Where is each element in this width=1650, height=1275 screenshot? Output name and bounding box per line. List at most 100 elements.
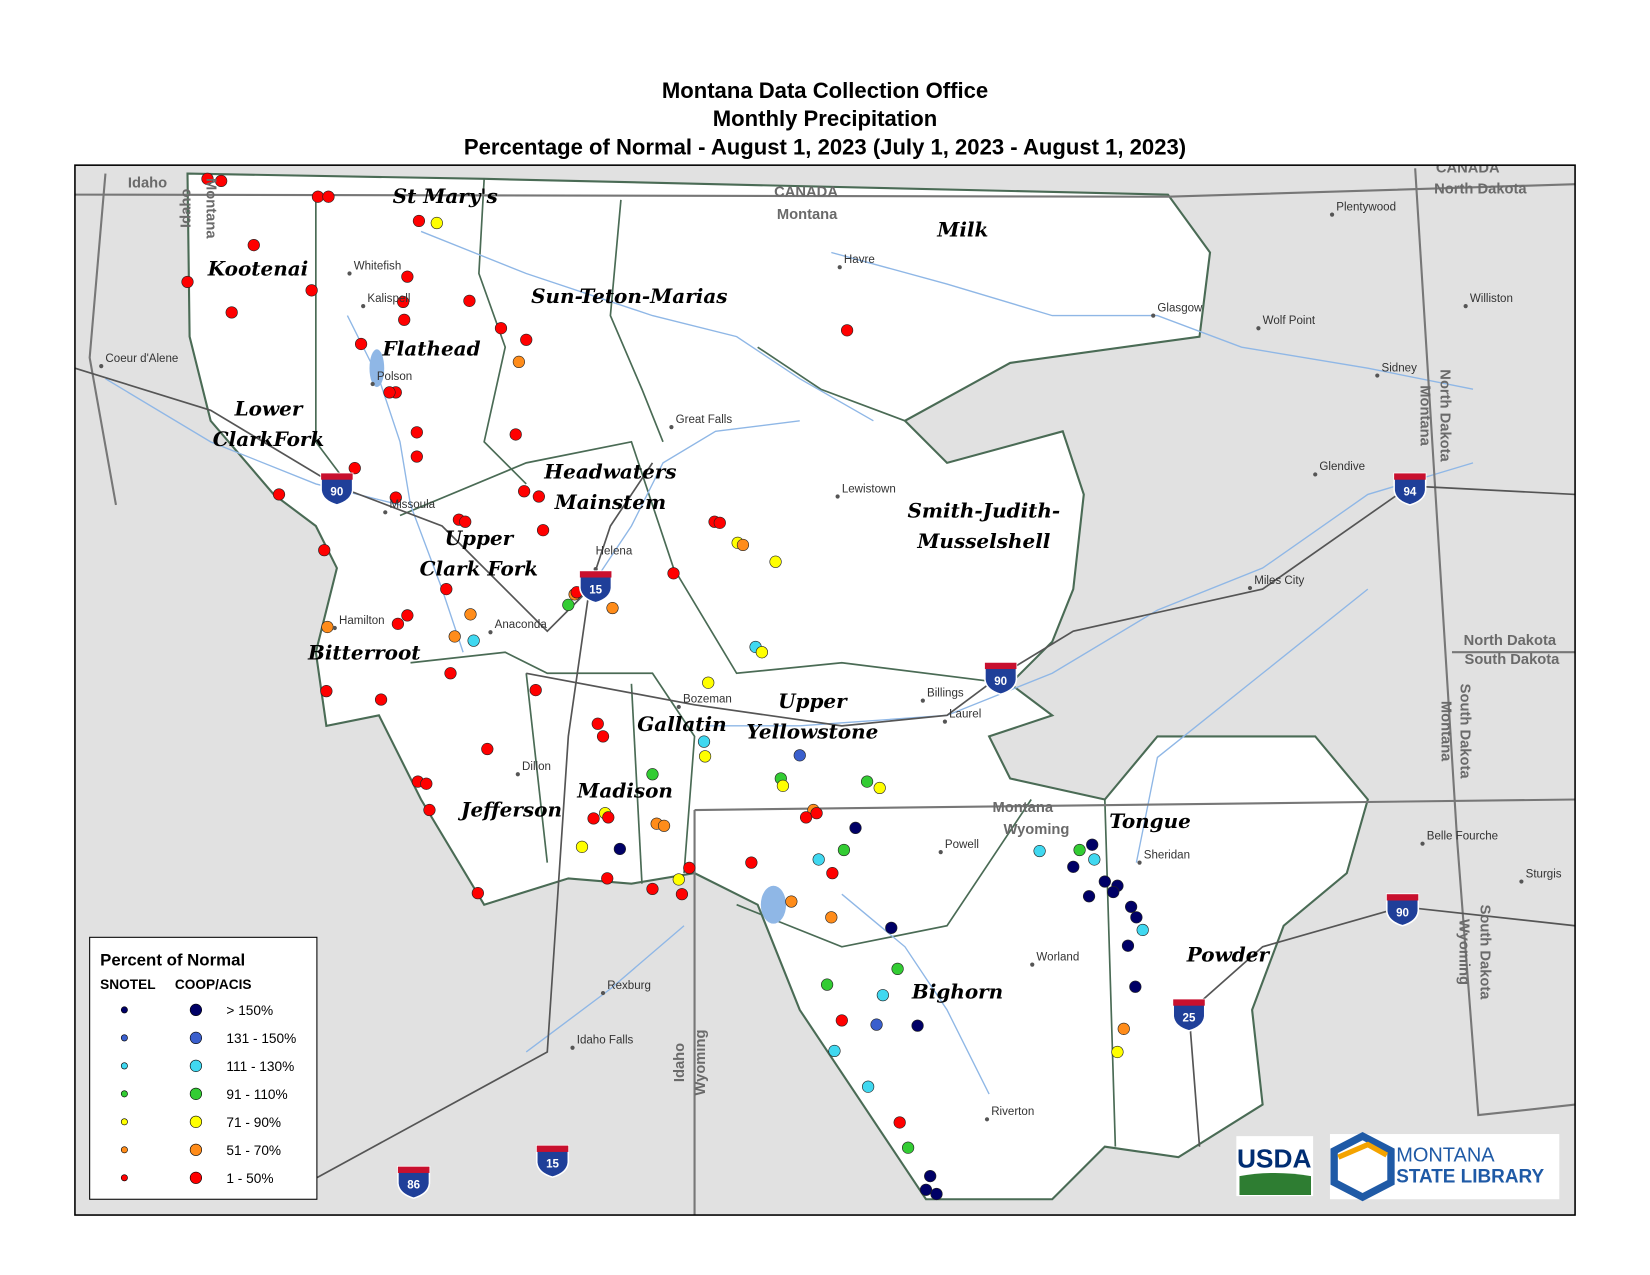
city-dot: [383, 510, 388, 515]
city-label: Coeur d'Alene: [105, 353, 178, 365]
basin-label: Lower: [234, 397, 304, 421]
station: [529, 683, 542, 697]
station: [467, 634, 480, 647]
legend-snotel: [120, 1118, 128, 1126]
interstate-shield: [320, 472, 354, 506]
station: [862, 1080, 875, 1093]
city-dot: [676, 704, 681, 710]
station: [1033, 844, 1046, 858]
city-dot: [1519, 879, 1524, 884]
basin-label: Clark Fork: [420, 556, 539, 580]
legend-coop: [189, 1003, 203, 1017]
title: Montana Data Collection Office Monthly P…: [464, 78, 1186, 160]
interstate-band: [1386, 894, 1419, 901]
station: [1098, 875, 1111, 888]
station: [391, 617, 404, 630]
city-label: Laurel: [949, 708, 981, 720]
city-label: Idaho Falls: [577, 1035, 634, 1047]
title-line: Montana Data Collection Office: [662, 78, 988, 103]
station: [398, 313, 411, 326]
station: [919, 1183, 933, 1196]
station: [930, 1187, 943, 1201]
station: [201, 172, 214, 185]
station: [826, 867, 839, 880]
map-frame: [74, 164, 1576, 1216]
station: [587, 812, 600, 825]
stations: [181, 172, 1149, 1201]
basin-label: St Mary's: [393, 184, 498, 208]
station: [870, 1018, 883, 1031]
city-dot: [593, 567, 598, 572]
interstate-shield: [1385, 893, 1420, 927]
basin-label: Upper: [445, 526, 515, 550]
city-label: Sheridan: [1144, 849, 1190, 861]
city-label: Rexburg: [607, 980, 651, 992]
station: [849, 821, 862, 835]
legend-label: 51 - 70%: [226, 1143, 281, 1158]
city-dot: [1256, 326, 1261, 331]
station: [591, 717, 604, 730]
city-dot: [669, 425, 674, 430]
legend-label: 111 - 130%: [226, 1059, 294, 1074]
basin-label: Gallatin: [637, 712, 726, 736]
city-dot: [1030, 962, 1035, 967]
state-label: South Dakota: [1465, 652, 1561, 668]
legend-coop: [189, 1059, 203, 1072]
station: [793, 749, 806, 762]
interstate-band: [1173, 999, 1205, 1006]
legend-column: SNOTEL: [100, 977, 155, 992]
station: [602, 811, 615, 824]
station: [902, 1141, 915, 1154]
basin-label: Powder: [1186, 943, 1271, 967]
station: [646, 768, 659, 781]
station: [799, 811, 813, 824]
city-label: Lewistown: [842, 483, 896, 495]
basin-label: Headwaters: [543, 460, 676, 484]
basin-label: Tongue: [1109, 809, 1191, 833]
city-label: Belle Fourche: [1427, 830, 1498, 842]
interstate-band: [397, 1166, 430, 1173]
basin-label: Kootenai: [207, 257, 309, 281]
station: [410, 426, 423, 439]
station: [1073, 843, 1086, 857]
station: [1136, 923, 1149, 937]
station: [374, 693, 388, 706]
interstate-band: [321, 473, 353, 480]
legend-coop: [189, 1087, 203, 1100]
station: [924, 1170, 937, 1183]
state-label: Montana: [1437, 701, 1453, 762]
station: [389, 491, 402, 504]
labels: Kootenai St Mary's Milk Sun-Teton-Marias Fla…: [99, 165, 1562, 1200]
interstate-number: 90: [330, 486, 343, 498]
legend-box: [89, 936, 318, 1200]
title-line: Percentage of Normal - August 1, 2023 (J…: [464, 135, 1186, 160]
city-label: Missoula: [389, 499, 435, 511]
interstate-shield: [1172, 998, 1206, 1032]
city-dot: [361, 304, 366, 309]
legend-snotel: [120, 1174, 128, 1182]
city-dot: [1375, 373, 1380, 378]
station: [1111, 1045, 1124, 1059]
legend-coop: [189, 1171, 203, 1184]
city-label: Williston: [1470, 293, 1513, 305]
city-label: Dillon: [522, 761, 551, 773]
station: [683, 861, 696, 874]
station: [321, 620, 334, 634]
state-label: Idaho: [128, 175, 167, 191]
basin-label: Musselshell: [916, 529, 1050, 553]
station: [215, 174, 228, 188]
station: [736, 538, 750, 552]
city-label: Whitefish: [354, 260, 402, 272]
basin-label: Flathead: [382, 337, 481, 361]
city-label: Glasgow: [1157, 302, 1203, 314]
city-dot: [600, 990, 606, 996]
station: [891, 962, 904, 975]
station: [305, 284, 318, 297]
city-label: Great Falls: [676, 414, 733, 426]
basin-label: Madison: [576, 778, 673, 802]
station: [911, 1019, 924, 1032]
station: [697, 735, 711, 748]
city-label: Hamilton: [339, 615, 385, 627]
state-label: Montana: [1416, 385, 1432, 446]
state-label: Montana: [202, 178, 218, 239]
